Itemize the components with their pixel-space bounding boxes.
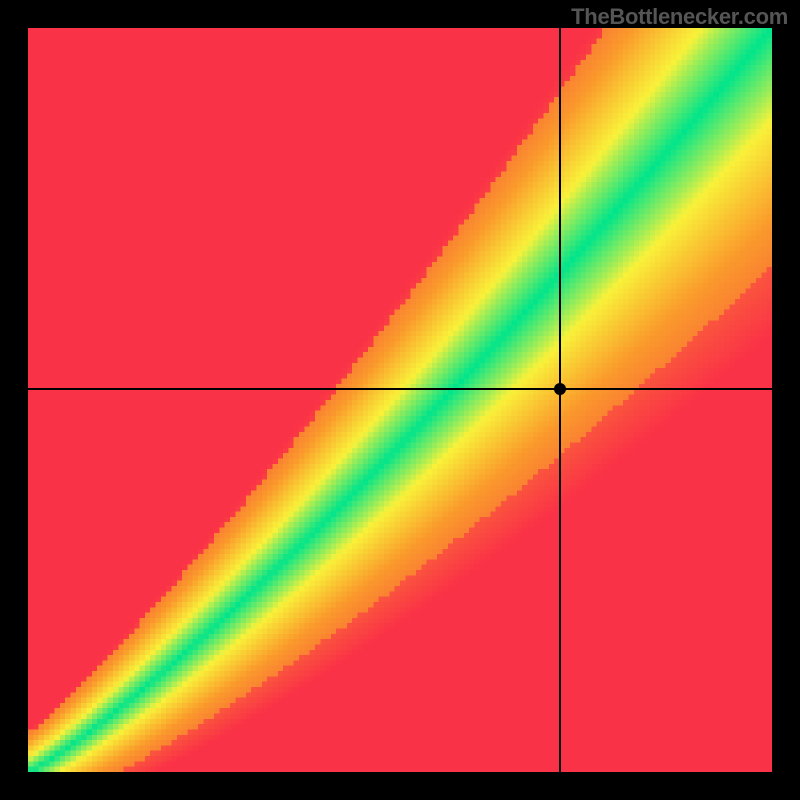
crosshair-vertical [559,28,561,772]
crosshair-marker [554,383,566,395]
watermark-label: TheBottlenecker.com [571,4,788,30]
crosshair-horizontal [28,388,772,390]
heatmap-canvas [28,28,772,772]
chart-container: TheBottlenecker.com [0,0,800,800]
